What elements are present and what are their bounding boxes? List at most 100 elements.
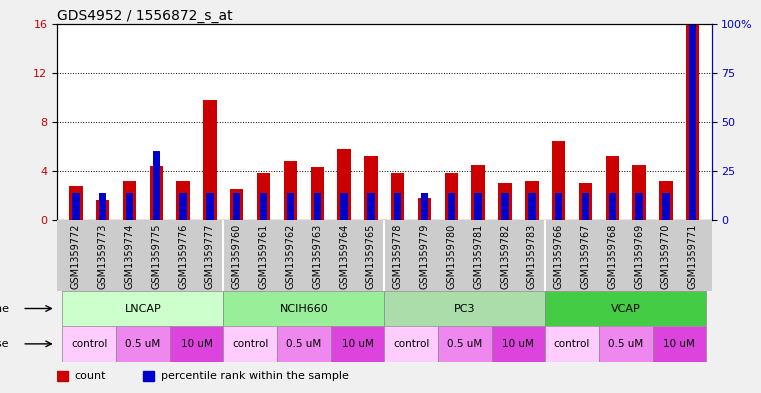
Text: GSM1359764: GSM1359764	[339, 224, 349, 289]
Bar	[579, 183, 592, 220]
Text: GSM1359778: GSM1359778	[393, 224, 403, 289]
Bar	[599, 326, 652, 362]
Bar	[150, 166, 163, 220]
Bar	[606, 156, 619, 220]
Bar	[116, 326, 170, 362]
Text: control: control	[554, 339, 591, 349]
Text: GSM1359761: GSM1359761	[259, 224, 269, 289]
Text: GSM1359763: GSM1359763	[312, 224, 322, 289]
Bar	[337, 149, 351, 220]
Bar	[153, 151, 160, 220]
Bar	[340, 193, 348, 220]
Text: 0.5 uM: 0.5 uM	[286, 339, 321, 349]
Bar	[206, 193, 214, 220]
Bar	[224, 291, 384, 326]
Bar	[552, 141, 565, 220]
Text: GSM1359766: GSM1359766	[554, 224, 564, 289]
Bar	[96, 200, 110, 220]
Bar	[57, 371, 68, 381]
Text: GSM1359767: GSM1359767	[581, 224, 591, 289]
Text: 10 uM: 10 uM	[342, 339, 374, 349]
Text: count: count	[75, 371, 107, 381]
Text: GSM1359765: GSM1359765	[366, 224, 376, 289]
Text: control: control	[232, 339, 269, 349]
Text: control: control	[393, 339, 429, 349]
Bar	[144, 371, 154, 381]
Text: GDS4952 / 1556872_s_at: GDS4952 / 1556872_s_at	[57, 9, 233, 22]
Text: GSM1359768: GSM1359768	[607, 224, 617, 289]
Bar	[287, 193, 294, 220]
Bar	[418, 198, 431, 220]
Text: GSM1359772: GSM1359772	[71, 224, 81, 289]
Bar	[230, 189, 244, 220]
Text: GSM1359760: GSM1359760	[232, 224, 242, 289]
Bar	[126, 193, 133, 220]
Bar	[170, 326, 224, 362]
Bar	[501, 193, 508, 220]
Text: 0.5 uM: 0.5 uM	[447, 339, 482, 349]
Bar	[257, 173, 270, 220]
Bar	[447, 193, 455, 220]
Bar	[384, 326, 438, 362]
Bar	[203, 100, 217, 220]
Bar	[384, 291, 545, 326]
Text: VCAP: VCAP	[611, 303, 641, 314]
Bar	[421, 193, 428, 220]
Text: GSM1359776: GSM1359776	[178, 224, 188, 289]
Text: percentile rank within the sample: percentile rank within the sample	[161, 371, 349, 381]
Bar	[492, 326, 545, 362]
Text: LNCAP: LNCAP	[125, 303, 161, 314]
Text: 0.5 uM: 0.5 uM	[126, 339, 161, 349]
Text: PC3: PC3	[454, 303, 476, 314]
Bar	[438, 326, 492, 362]
Bar	[391, 173, 404, 220]
Bar	[284, 161, 297, 220]
Text: 10 uM: 10 uM	[180, 339, 212, 349]
Bar	[689, 24, 696, 220]
Bar	[62, 291, 224, 326]
Bar	[365, 156, 377, 220]
Bar	[177, 181, 189, 220]
Bar	[475, 193, 482, 220]
Bar	[525, 181, 539, 220]
Bar	[444, 173, 458, 220]
Text: dose: dose	[0, 339, 9, 349]
Bar	[62, 326, 116, 362]
Bar	[331, 326, 384, 362]
Text: 0.5 uM: 0.5 uM	[608, 339, 643, 349]
Text: GSM1359774: GSM1359774	[125, 224, 135, 289]
Bar	[498, 183, 511, 220]
Text: GSM1359771: GSM1359771	[688, 224, 698, 289]
Bar	[472, 165, 485, 220]
Bar	[69, 186, 82, 220]
Bar	[123, 181, 136, 220]
Bar	[314, 193, 321, 220]
Text: GSM1359777: GSM1359777	[205, 224, 215, 289]
Text: GSM1359762: GSM1359762	[285, 224, 295, 289]
Text: GSM1359783: GSM1359783	[527, 224, 537, 289]
Text: GSM1359780: GSM1359780	[447, 224, 457, 289]
Bar	[72, 193, 80, 220]
Text: GSM1359782: GSM1359782	[500, 224, 510, 289]
Text: GSM1359779: GSM1359779	[419, 224, 429, 289]
Bar	[555, 193, 562, 220]
Bar	[528, 193, 536, 220]
Text: NCIH660: NCIH660	[279, 303, 328, 314]
Bar	[635, 193, 643, 220]
Bar	[233, 193, 240, 220]
Bar	[545, 291, 706, 326]
Text: control: control	[71, 339, 107, 349]
Bar	[659, 181, 673, 220]
Bar	[632, 165, 646, 220]
Bar	[609, 193, 616, 220]
Text: GSM1359769: GSM1359769	[634, 224, 644, 289]
Bar	[180, 193, 187, 220]
Text: GSM1359770: GSM1359770	[661, 224, 671, 289]
Bar	[310, 167, 324, 220]
Bar	[686, 24, 699, 220]
Bar	[368, 193, 374, 220]
Bar	[277, 326, 331, 362]
Text: GSM1359781: GSM1359781	[473, 224, 483, 289]
Bar	[394, 193, 401, 220]
Bar	[99, 193, 107, 220]
